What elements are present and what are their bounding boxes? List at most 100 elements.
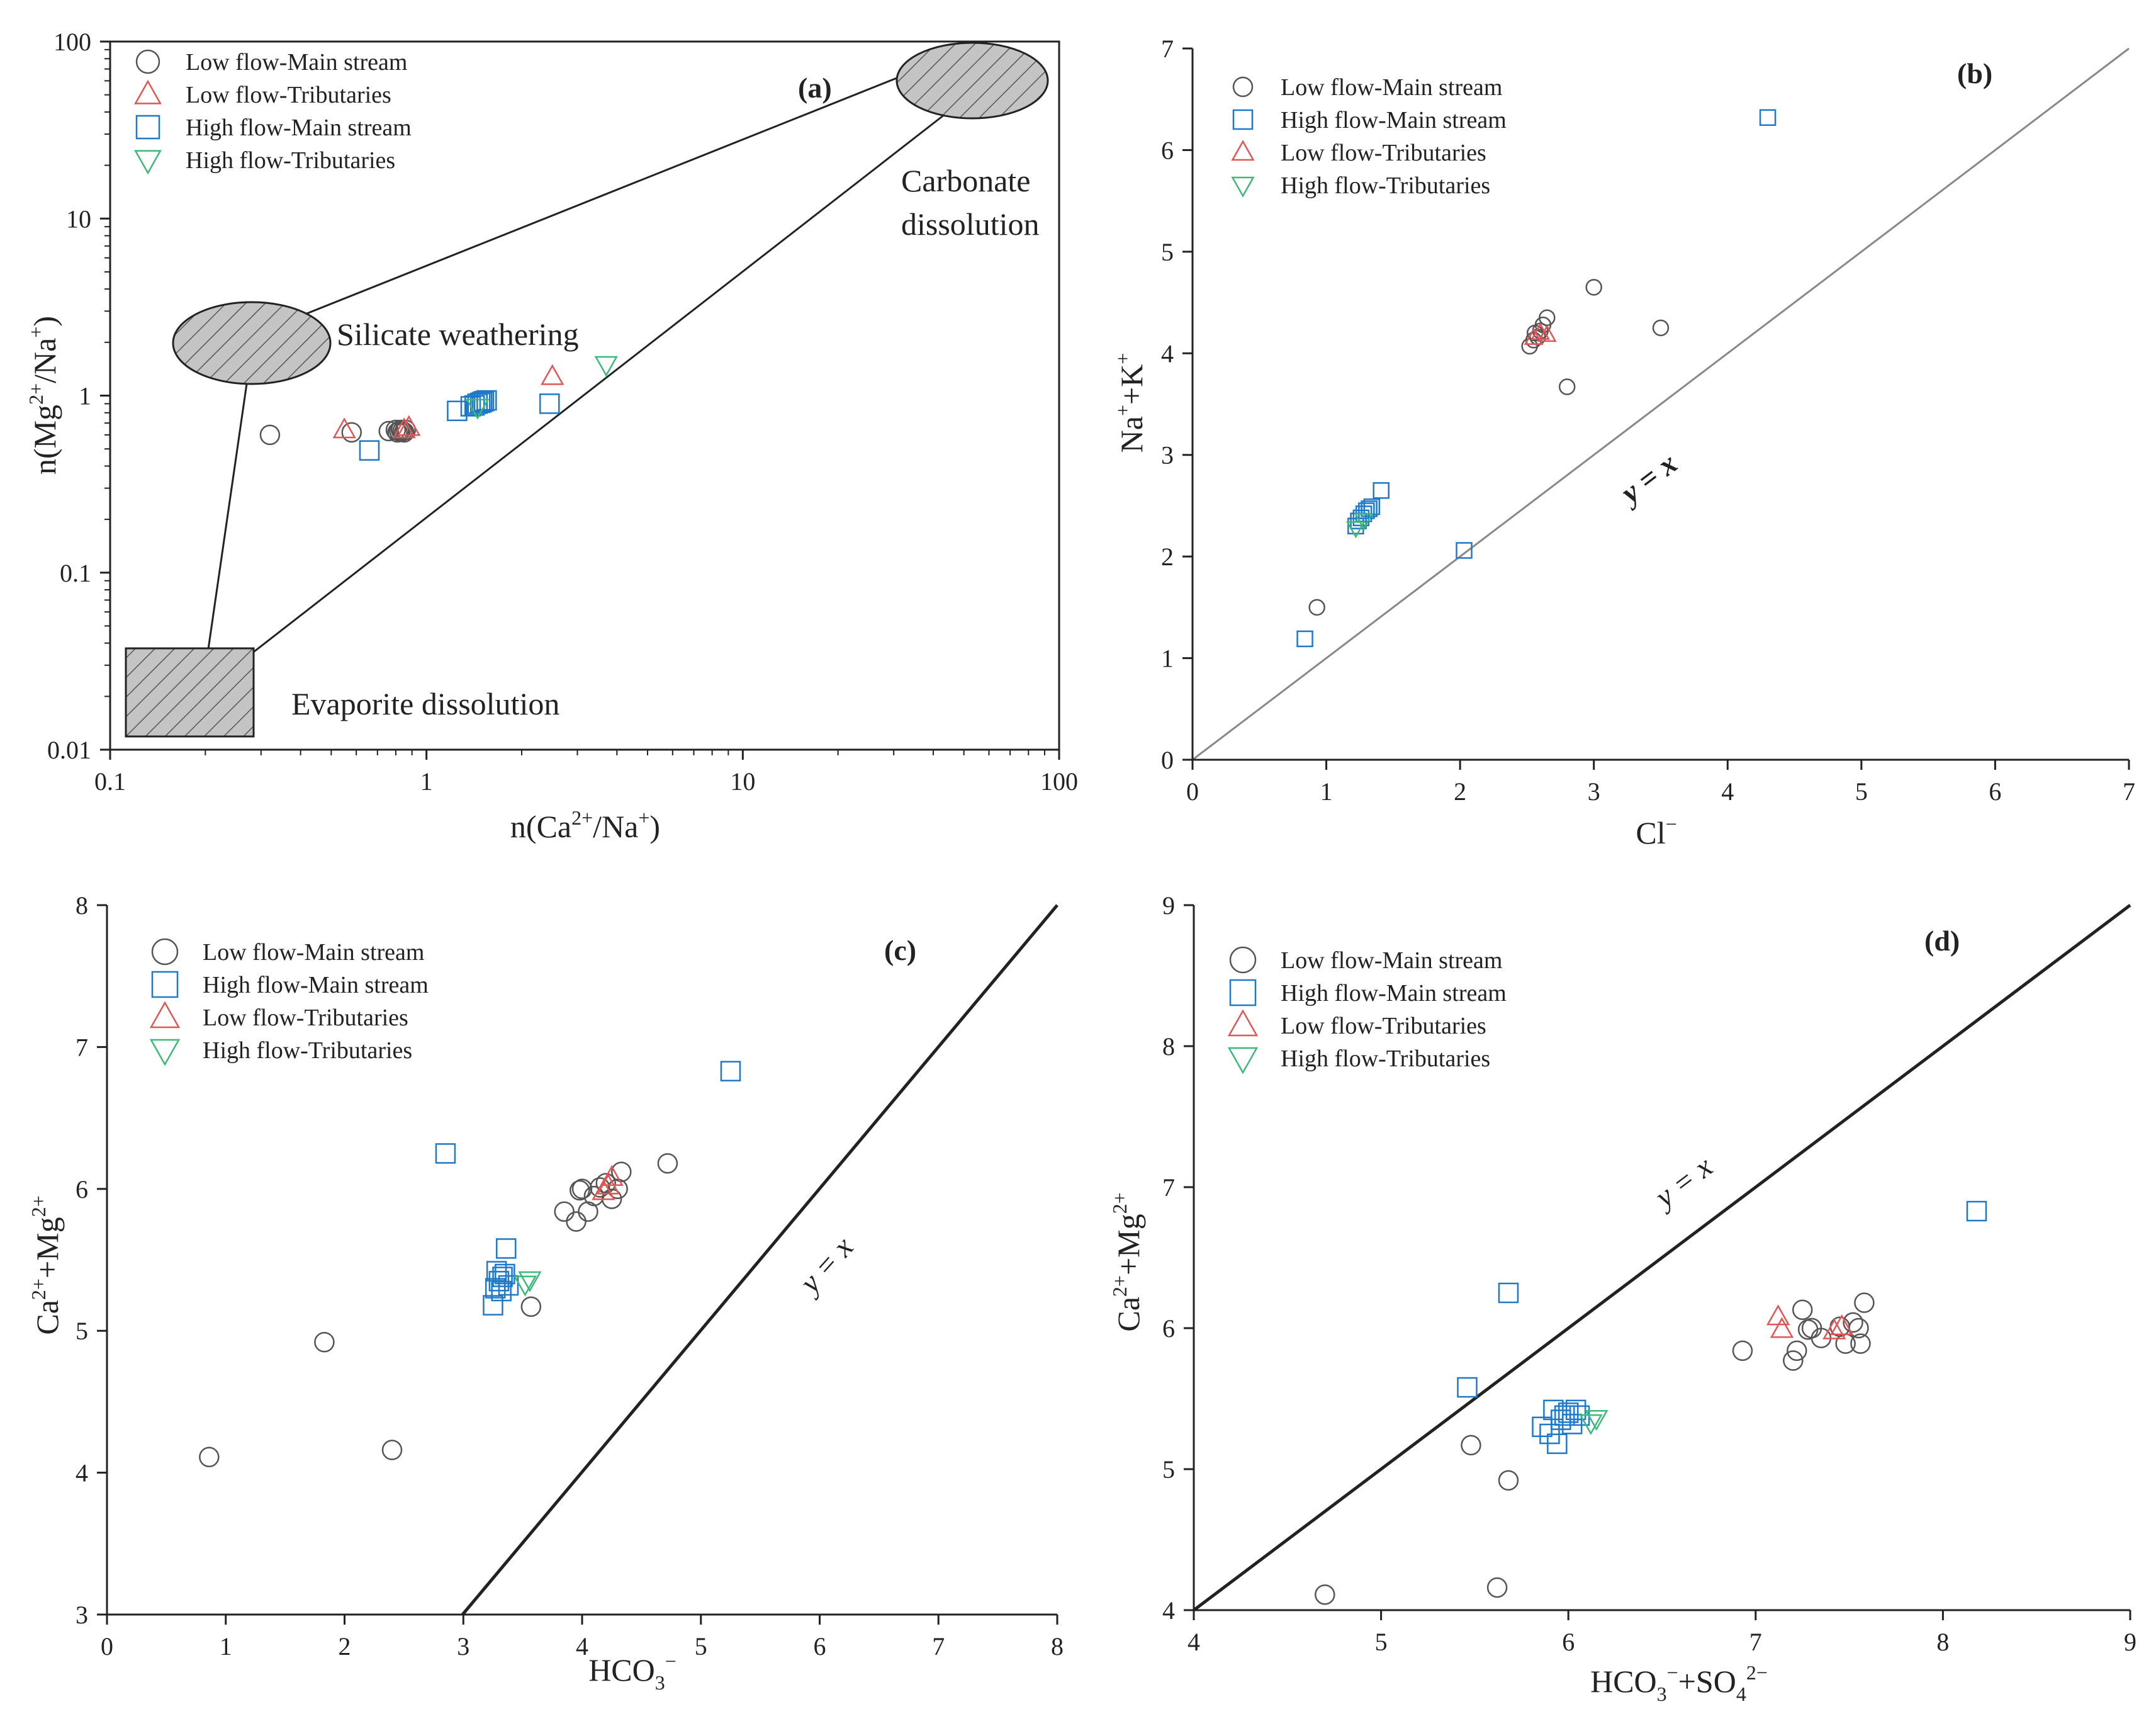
panel-d-legend-marker-low-flow-main-stream: [1229, 946, 1257, 974]
panel-d-point-low-flow-main-stream: [1732, 1340, 1753, 1362]
panel-d-x-tick-label: 5: [1375, 1628, 1388, 1656]
panel-d-legend: Low flow-Main stream High flow-Main strea…: [1227, 946, 1507, 1074]
panel-c-legend: Low flow-Main stream High flow-Main strea…: [149, 938, 429, 1066]
panel-b-ylabel: Na++K+: [1111, 353, 1149, 453]
panel-a-legend-label-low-flow-main-stream: Low flow-Main stream: [186, 49, 407, 76]
panel-d-point-high-flow-main-stream: [1558, 1402, 1579, 1423]
panel-c-label: (c): [884, 934, 916, 966]
panel-d-point-low-flow-main-stream: [1854, 1292, 1875, 1313]
panel-a-legend-label-high-flow-main-stream: High flow-Main stream: [186, 115, 412, 141]
panel-b-line-label: y = x: [1612, 446, 1683, 512]
panel-d-point-high-flow-main-stream: [1547, 1433, 1568, 1454]
panel-c-point-low-flow-main-stream: [595, 1173, 616, 1194]
panel-d-point-high-flow-main-stream: [1498, 1282, 1519, 1304]
panel-a-legend-label-high-flow-tributaries: High flow-Tributaries: [186, 147, 395, 174]
panel-c-point-low-flow-main-stream: [199, 1446, 220, 1468]
panel-c-point-high-flow-main-stream: [495, 1238, 517, 1259]
panel-b-legend-label-high-flow-main-stream: High flow-Main stream: [1281, 107, 1507, 133]
panel-c-x-tick-label: 0: [101, 1632, 113, 1661]
panel-d-point-low-flow-tributaries: [1766, 1304, 1790, 1326]
panel-b-point-low-flow-tributaries: [1537, 324, 1557, 342]
carbonate-dissolution-region: [896, 42, 1049, 120]
panel-c-point-high-flow-main-stream: [495, 1263, 515, 1285]
silicate-weathering-region: [172, 301, 332, 385]
panel-c-x-tick-label: 6: [814, 1632, 826, 1661]
panel-d-legend-marker-high-flow-tributaries: [1227, 1047, 1259, 1074]
panel-a-point-low-flow-main-stream: [259, 424, 281, 446]
panel-b-point-high-flow-main-stream: [1759, 109, 1777, 127]
panel-b-y-tick-label: 0: [1161, 746, 1174, 774]
panel-c-legend-marker-low-flow-tributaries: [149, 1001, 181, 1029]
panel-c-axes: 0 1 2 3 4 5 6 7 8 3 4 5 6 7 8: [76, 891, 1064, 1661]
panel-d-point-low-flow-main-stream: [1461, 1435, 1481, 1456]
panel-b-x-tick-label: 3: [1588, 777, 1600, 806]
panel-d-y-tick-label: 7: [1162, 1173, 1175, 1202]
panel-a-point-low-flow-main-stream: [393, 422, 415, 443]
panel-a-ylabel: n(Mg2+/Na+): [25, 316, 62, 475]
panel-a-legend: Low flow-Main stream Low flow-Tributaries…: [134, 49, 412, 175]
panel-c-x-tick-label: 7: [932, 1632, 945, 1661]
panel-b-point-low-flow-main-stream: [1652, 319, 1670, 337]
panel-d-legend-label-low-flow-tributaries: Low flow-Tributaries: [1281, 1013, 1486, 1039]
panel-a-xlabel: n(Ca2+/Na+): [510, 806, 660, 844]
panel-d-point-high-flow-main-stream: [1532, 1416, 1552, 1438]
panel-d-equality-line: [1193, 904, 2131, 1611]
panel-b-y-tick-label: 7: [1161, 35, 1174, 63]
panel-d-point-low-flow-main-stream: [1843, 1312, 1863, 1333]
panel-d-x-tick-label: 4: [1187, 1628, 1200, 1656]
panel-a-point-high-flow-main-stream: [471, 392, 493, 412]
panel-b-y-tick-label: 3: [1161, 441, 1174, 470]
panel-d-point-high-flow-tributaries: [1585, 1410, 1609, 1431]
panel-c-point-low-flow-main-stream: [566, 1211, 587, 1232]
carbonate-evaporite-line: [248, 109, 951, 657]
panel-b-y-tick-label: 2: [1161, 543, 1174, 571]
panel-a-label: (a): [798, 72, 832, 104]
panel-c-point-low-flow-tributaries: [600, 1164, 624, 1187]
panel-b-point-high-flow-main-stream: [1373, 482, 1390, 499]
panel-c-point-low-flow-tributaries: [592, 1179, 615, 1200]
panel-c-y-tick-label: 6: [76, 1175, 88, 1204]
panel-d-point-low-flow-main-stream: [1315, 1584, 1335, 1605]
panel-a-x-tick-label: 100: [1040, 767, 1078, 796]
panel-a-point-low-flow-tributaries: [392, 417, 416, 439]
panel-d-point-low-flow-main-stream: [1792, 1299, 1813, 1321]
panel-b-y-tick-label: 4: [1161, 339, 1174, 368]
panel-c-x-tick-label: 1: [220, 1632, 232, 1661]
panel-c-point-high-flow-main-stream: [492, 1266, 513, 1287]
panel-d-legend-label-high-flow-tributaries: High flow-Tributaries: [1281, 1046, 1490, 1072]
panel-d-x-tick-label: 8: [1936, 1628, 1949, 1656]
panel-d-x-tick-label: 7: [1749, 1628, 1762, 1656]
panel-a-y-tick-label: 100: [53, 28, 91, 56]
panel-d-point-low-flow-main-stream: [1498, 1470, 1519, 1491]
panel-b-point-low-flow-main-stream: [1585, 279, 1602, 296]
panel-c-point-high-flow-main-stream: [483, 1295, 503, 1316]
panel-d-x-tick-label: 6: [1562, 1628, 1575, 1656]
panel-c-ylabel: Ca2++Mg2+: [27, 1195, 65, 1334]
panel-a-point-high-flow-main-stream: [447, 400, 468, 421]
panel-a-x-tick-label: 0.1: [94, 767, 126, 796]
panel-b-axes: 0 1 2 3 4 5 6 7 0 1 2 3 4 5 6 7: [1161, 35, 2135, 806]
panel-c-point-high-flow-main-stream: [435, 1143, 456, 1164]
panel-d-x-tick-label: 9: [2124, 1628, 2136, 1656]
evaporite-dissolution-label: Evaporite dissolution: [291, 686, 559, 721]
panel-b-legend-marker-high-flow-main-stream: [1232, 109, 1254, 130]
panel-c-x-tick-label: 8: [1051, 1632, 1064, 1661]
panel-a-x-tick-label: 10: [730, 767, 755, 796]
panel-c-point-high-flow-main-stream: [491, 1280, 512, 1302]
panel-b-points: [1296, 109, 1777, 648]
panel-c-x-tick-label: 3: [457, 1632, 469, 1661]
panel-d-point-low-flow-main-stream: [1850, 1333, 1871, 1354]
panel-b-legend-label-low-flow-tributaries: Low flow-Tributaries: [1281, 140, 1486, 166]
panel-a-point-high-flow-main-stream: [539, 393, 560, 414]
panel-d-point-low-flow-main-stream: [1787, 1340, 1807, 1362]
panel-a-point-low-flow-tributaries: [397, 415, 421, 436]
panel-d-legend-label-low-flow-main-stream: Low flow-Main stream: [1281, 947, 1502, 974]
panel-c-y-tick-label: 4: [76, 1459, 88, 1487]
panel-b-point-high-flow-main-stream: [1358, 502, 1375, 519]
panel-b-x-tick-label: 6: [1989, 777, 2001, 806]
panel-d-y-tick-label: 4: [1162, 1596, 1175, 1625]
panel-a-regions: Silicate weathering Carbonate dissolutio…: [125, 42, 1049, 738]
panel-a-y-tick-label: 0.1: [60, 559, 91, 587]
